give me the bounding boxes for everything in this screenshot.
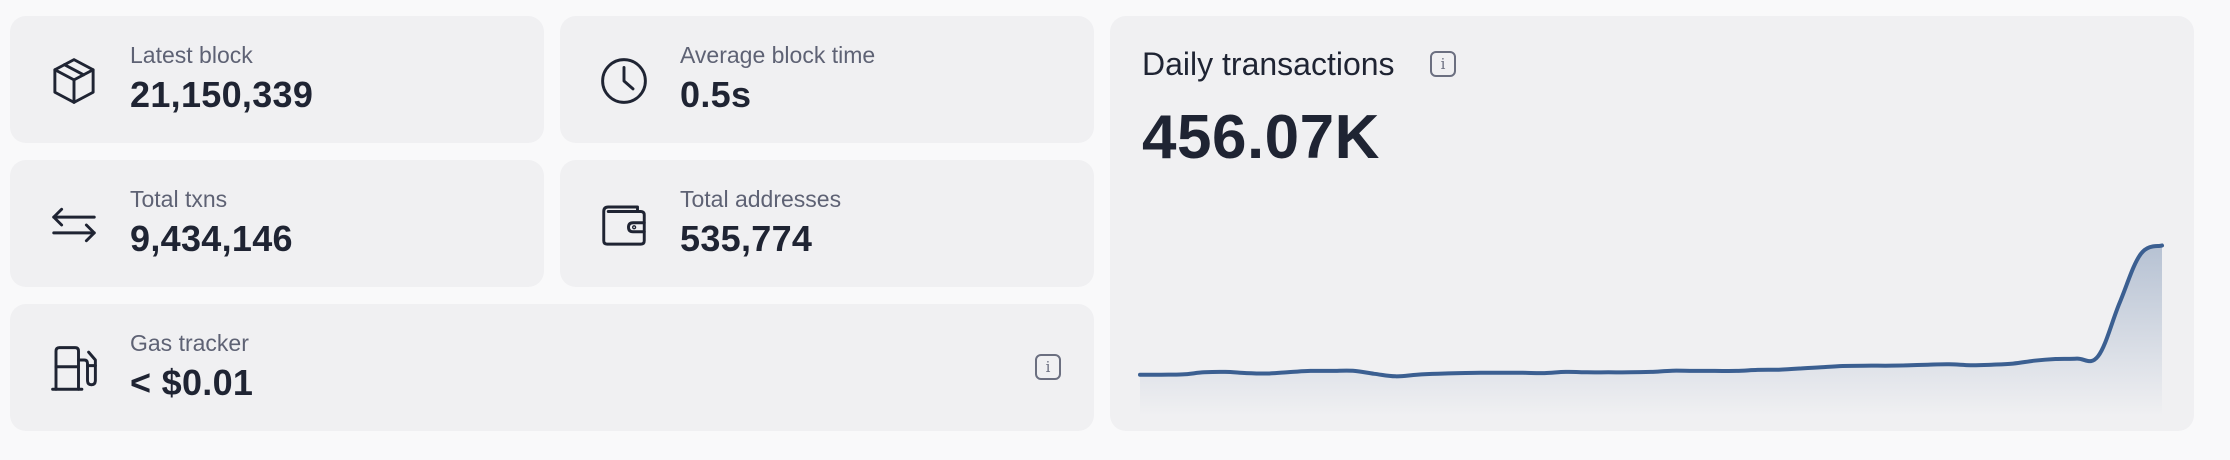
chart-point[interactable] xyxy=(1943,358,1955,370)
chart-series-line xyxy=(1138,243,2164,379)
chart-point[interactable] xyxy=(1752,364,1764,376)
latest-block-label: Latest block xyxy=(130,42,253,68)
chart-point[interactable] xyxy=(1539,367,1551,379)
gas-pump-icon xyxy=(47,342,101,396)
chart-point[interactable] xyxy=(1453,367,1465,379)
chart-point[interactable] xyxy=(1262,368,1274,380)
chart-point[interactable] xyxy=(1986,359,1998,371)
chart-point[interactable] xyxy=(1922,359,1934,371)
chart-point[interactable] xyxy=(1475,367,1487,379)
chart-point[interactable] xyxy=(1837,360,1849,372)
chart-point[interactable] xyxy=(1134,369,1146,381)
clock-icon xyxy=(597,54,651,108)
daily-transactions-info-icon[interactable]: i xyxy=(1430,51,1456,77)
chart-area-fill xyxy=(1140,245,2162,416)
daily-transactions-value: 456.07K xyxy=(1142,103,1380,172)
block-icon xyxy=(47,54,101,108)
total-txns-label: Total txns xyxy=(130,186,228,212)
stat-card-gas-tracker: Gas tracker < $0.01 i xyxy=(10,304,1094,431)
chart-point[interactable] xyxy=(1304,365,1316,377)
total-addresses-label: Total addresses xyxy=(680,186,842,212)
chart-point[interactable] xyxy=(1390,370,1402,382)
chart-point[interactable] xyxy=(1326,365,1338,377)
chart-point[interactable] xyxy=(1773,364,1785,376)
chart-point[interactable] xyxy=(1602,366,1614,378)
chart-point[interactable] xyxy=(1219,366,1231,378)
total-txns-value[interactable]: 9,434,146 xyxy=(130,218,293,259)
chart-point[interactable] xyxy=(1283,366,1295,378)
chart-point[interactable] xyxy=(1177,368,1189,380)
chart-point[interactable] xyxy=(2071,353,2083,365)
chart-point[interactable] xyxy=(1560,366,1572,378)
chart-point[interactable] xyxy=(1879,360,1891,372)
daily-transactions-chart[interactable] xyxy=(1110,16,2194,431)
chart-point[interactable] xyxy=(2092,350,2104,362)
stat-card-latest-block: Latest block 21,150,339 xyxy=(10,16,544,143)
gas-tracker-info-icon[interactable]: i xyxy=(1035,354,1061,380)
chart-point[interactable] xyxy=(1368,368,1380,380)
chart-point[interactable] xyxy=(1645,366,1657,378)
stat-card-total-addresses: Total addresses 535,774 xyxy=(560,160,1094,287)
chart-point[interactable] xyxy=(1688,365,1700,377)
daily-transactions-card: Daily transactions i 456.07K xyxy=(1110,16,2194,431)
latest-block-value[interactable]: 21,150,339 xyxy=(130,74,314,115)
chart-point[interactable] xyxy=(1794,363,1806,375)
gas-tracker-value: < $0.01 xyxy=(130,362,254,403)
chart-point[interactable] xyxy=(2028,355,2040,367)
wallet-icon xyxy=(597,198,651,252)
chart-point[interactable] xyxy=(1901,359,1913,371)
transfer-arrows-icon xyxy=(47,198,101,252)
chart-point[interactable] xyxy=(2135,248,2147,260)
chart-point[interactable] xyxy=(1581,366,1593,378)
chart-point[interactable] xyxy=(2007,358,2019,370)
chart-point[interactable] xyxy=(1709,365,1721,377)
chart-point[interactable] xyxy=(1964,359,1976,371)
average-block-time-label: Average block time xyxy=(680,42,876,68)
chart-point[interactable] xyxy=(1517,367,1529,379)
stat-card-average-block-time: Average block time 0.5s xyxy=(560,16,1094,143)
stat-card-total-txns: Total txns 9,434,146 xyxy=(10,160,544,287)
chart-point[interactable] xyxy=(1241,367,1253,379)
chart-point[interactable] xyxy=(1411,369,1423,381)
chart-point[interactable] xyxy=(1347,365,1359,377)
chart-point[interactable] xyxy=(1496,367,1508,379)
chart-point[interactable] xyxy=(1624,366,1636,378)
chart-point[interactable] xyxy=(1432,368,1444,380)
chart-point[interactable] xyxy=(1198,366,1210,378)
chart-point[interactable] xyxy=(1666,365,1678,377)
gas-tracker-label: Gas tracker xyxy=(130,330,249,356)
chart-point[interactable] xyxy=(1730,365,1742,377)
total-addresses-value[interactable]: 535,774 xyxy=(680,218,813,259)
chart-title: Daily transactions xyxy=(1142,46,1395,82)
chart-point[interactable] xyxy=(2050,353,2062,365)
chart-point[interactable] xyxy=(1815,361,1827,373)
average-block-time-value: 0.5s xyxy=(680,74,752,115)
chart-point[interactable] xyxy=(1155,369,1167,381)
chart-point[interactable] xyxy=(1858,360,1870,372)
chart-point[interactable] xyxy=(2156,240,2168,252)
chart-point[interactable] xyxy=(2113,297,2125,309)
